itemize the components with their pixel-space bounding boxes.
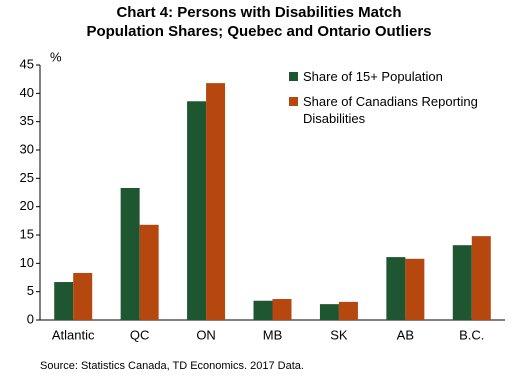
bar xyxy=(54,282,74,320)
source-note: Source: Statistics Canada, TD Economics.… xyxy=(40,360,304,372)
y-tick-label: 0 xyxy=(27,311,34,326)
y-tick-label: 35 xyxy=(20,113,34,128)
x-tick-label: QC xyxy=(130,327,150,342)
bar xyxy=(338,301,358,320)
bar xyxy=(206,83,226,320)
y-tick-label: 40 xyxy=(20,85,34,100)
y-tick-label: 25 xyxy=(20,170,34,185)
bar xyxy=(471,236,491,320)
x-tick-label: ON xyxy=(196,327,216,342)
x-tick-label: MB xyxy=(263,327,283,342)
chart-title: Population Shares; Quebec and Ontario Ou… xyxy=(86,23,431,40)
x-tick-label: B.C. xyxy=(459,327,484,342)
chart-title: Chart 4: Persons with Disabilities Match xyxy=(116,4,401,21)
bar xyxy=(139,224,159,320)
x-tick-label: AB xyxy=(397,327,414,342)
bar xyxy=(73,272,93,320)
bar xyxy=(405,258,425,320)
y-tick-label: 45 xyxy=(20,56,34,71)
bar xyxy=(187,101,207,321)
y-tick-label: 15 xyxy=(20,226,34,241)
bar xyxy=(253,300,273,320)
y-tick-label: 20 xyxy=(20,198,34,213)
bar xyxy=(319,304,339,320)
bar xyxy=(452,245,472,320)
x-tick-label: SK xyxy=(330,327,348,342)
x-tick-label: Atlantic xyxy=(52,327,95,342)
bar xyxy=(272,299,292,320)
legend-swatch xyxy=(289,97,298,106)
y-tick-label: 30 xyxy=(20,141,34,156)
y-tick-label: 10 xyxy=(20,255,34,270)
bar xyxy=(386,257,406,320)
bar xyxy=(120,187,140,320)
y-tick-label: 5 xyxy=(27,283,34,298)
y-unit: % xyxy=(50,49,62,64)
legend-label: Share of 15+ Population xyxy=(303,69,443,84)
legend-label: Share of Canadians Reporting Disabilitie… xyxy=(303,94,478,126)
legend-swatch xyxy=(289,72,298,81)
